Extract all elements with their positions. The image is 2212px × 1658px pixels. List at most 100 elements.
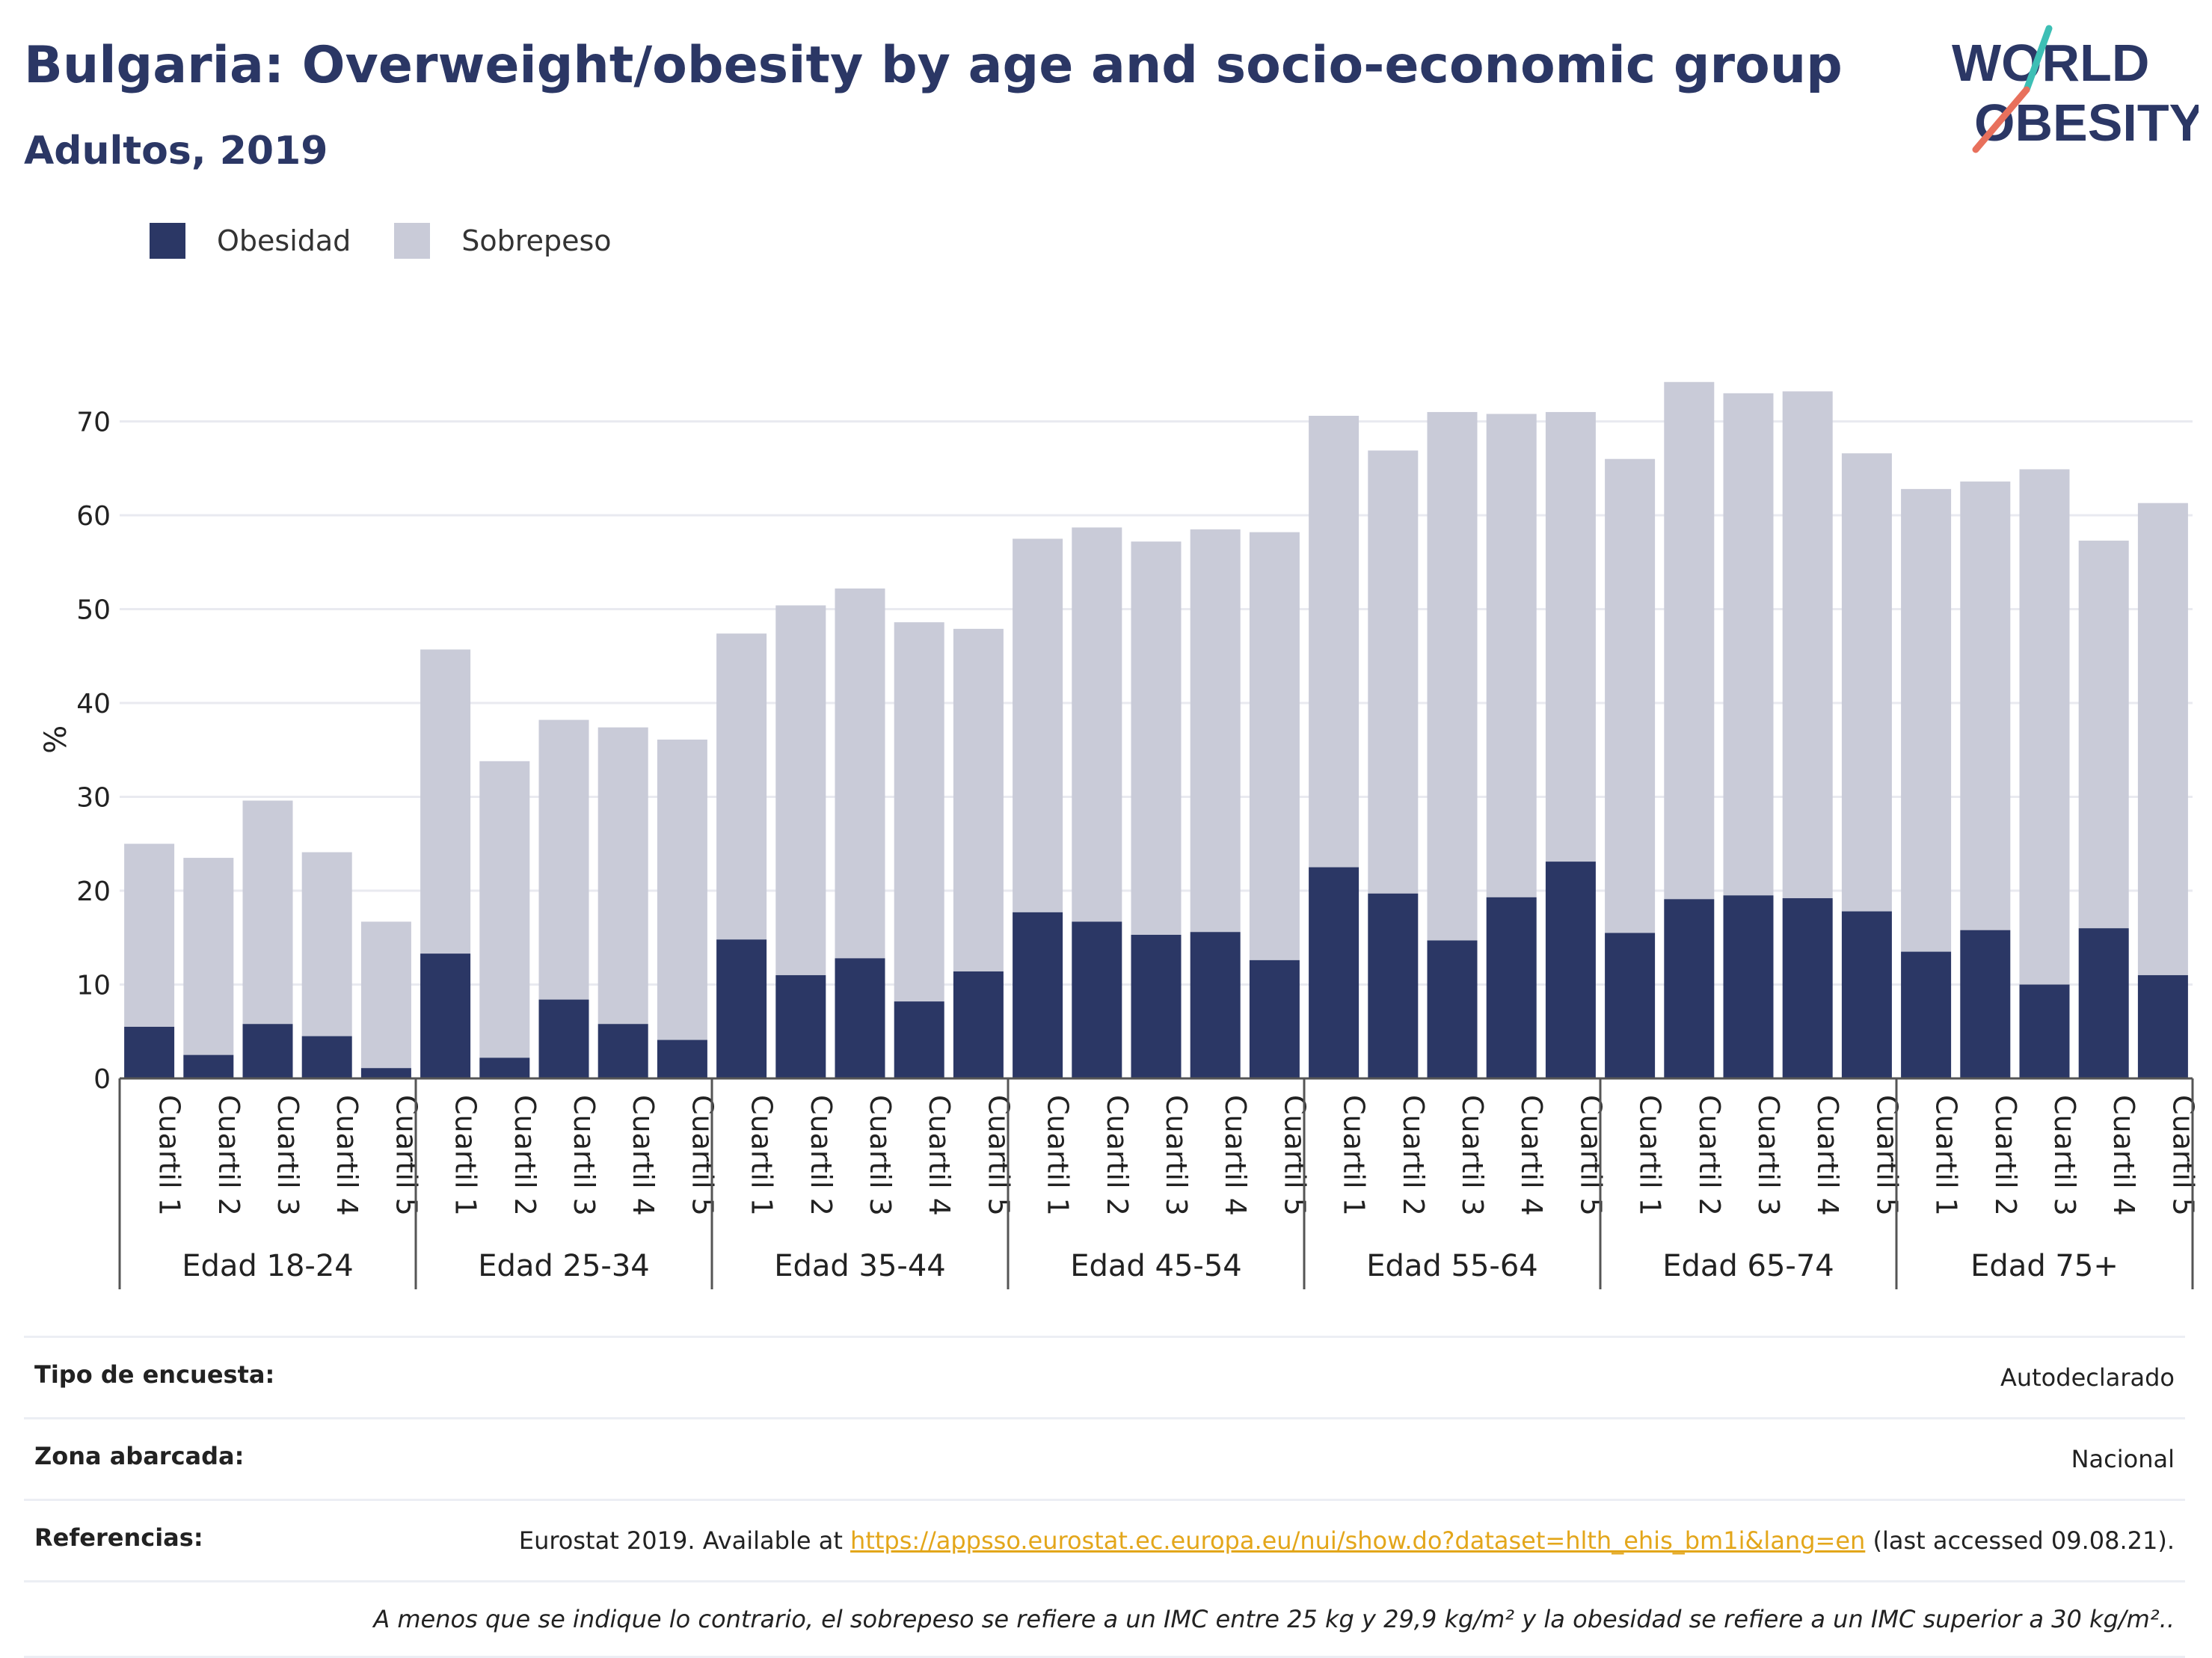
bar-obesity — [597, 1024, 648, 1078]
y-tick-label: 50 — [76, 595, 111, 626]
bar-overweight — [835, 588, 885, 959]
x-tick-label: Cuartil 4 — [1219, 1095, 1252, 1216]
x-tick-label: Cuartil 5 — [982, 1095, 1015, 1216]
bar-obesity — [183, 1054, 234, 1078]
bar-overweight — [1960, 481, 2011, 930]
x-tick-label: Cuartil 2 — [1693, 1095, 1726, 1216]
x-tick-label: Cuartil 4 — [1811, 1095, 1844, 1216]
bar-overweight — [360, 921, 411, 1069]
bar-obesity — [479, 1057, 530, 1078]
x-tick-label: Cuartil 5 — [686, 1095, 719, 1216]
x-tick-label: Cuartil 3 — [1160, 1095, 1193, 1216]
bar-obesity — [1545, 862, 1596, 1078]
bar-overweight — [1013, 538, 1063, 912]
bar-overweight — [1901, 488, 1952, 952]
bar-overweight — [1190, 529, 1241, 933]
bar-obesity — [1427, 940, 1478, 1078]
bar-overweight — [1723, 393, 1774, 896]
bar-obesity — [894, 1001, 944, 1078]
group-label: Edad 65-74 — [1662, 1249, 1834, 1283]
bar-overweight — [894, 622, 944, 1002]
y-tick-label: 20 — [76, 876, 111, 907]
bar-overweight — [1605, 458, 1656, 933]
group-label: Edad 55-64 — [1366, 1249, 1538, 1283]
bar-overweight — [1309, 415, 1360, 868]
references-suffix: (last accessed 09.08.21). — [1865, 1526, 2175, 1555]
references-link[interactable]: https://appsso.eurostat.ec.europa.eu/nui… — [850, 1526, 1866, 1555]
x-tick-label: Cuartil 5 — [1574, 1095, 1607, 1216]
legend-label-overweight: Sobrepeso — [461, 224, 612, 257]
bar-overweight — [1072, 527, 1122, 922]
bar-obesity — [1605, 933, 1656, 1078]
stacked-bar-chart: 0 10 20 30 40 50 60 70% Cuartil 1 Cuartil 2 Cuarti… — [39, 381, 2199, 1289]
x-tick-label: Cuartil 2 — [805, 1095, 838, 1216]
bar-obesity — [1190, 932, 1241, 1078]
bar-obesity — [657, 1040, 707, 1078]
legend-item-overweight: Sobrepeso — [394, 223, 612, 259]
bar-overweight — [1131, 541, 1182, 935]
legend-swatch-overweight — [394, 223, 431, 259]
x-tick-label: Cuartil 3 — [1752, 1095, 1785, 1216]
x-tick-label: Cuartil 1 — [1930, 1095, 1963, 1216]
logo-line-1: WORLD — [1952, 34, 2149, 92]
x-tick-label: Cuartil 1 — [1042, 1095, 1075, 1216]
x-tick-label: Cuartil 2 — [1397, 1095, 1430, 1216]
bar-overweight — [242, 800, 293, 1025]
survey-type-value: Autodeclarado — [2000, 1363, 2175, 1392]
legend-label-obesity: Obesidad — [217, 224, 351, 257]
chart-legend: Obesidad Sobrepeso — [150, 223, 655, 259]
bar-obesity — [716, 939, 767, 1078]
bar-overweight — [301, 852, 352, 1037]
references-value: Eurostat 2019. Available at https://apps… — [423, 1523, 2175, 1558]
x-tick-label: Cuartil 5 — [390, 1095, 423, 1216]
bar-overweight — [2019, 469, 2070, 985]
x-tick-label: Cuartil 5 — [2166, 1095, 2199, 1216]
bar-overweight — [597, 727, 648, 1025]
bar-overweight — [1249, 532, 1300, 960]
bar-overweight — [183, 858, 234, 1055]
x-tick-label: Cuartil 1 — [746, 1095, 778, 1216]
x-tick-label: Cuartil 2 — [212, 1095, 245, 1216]
y-tick-label: 70 — [76, 408, 111, 438]
bar-overweight — [2078, 540, 2129, 929]
x-tick-label: Cuartil 5 — [1870, 1095, 1903, 1216]
group-label: Edad 75+ — [1970, 1249, 2119, 1283]
x-tick-label: Cuartil 1 — [1634, 1095, 1667, 1216]
world-obesity-logo-svg: WORLD OBESITY — [1952, 25, 2204, 153]
y-tick-label: 10 — [76, 971, 111, 1001]
y-tick-label: 30 — [76, 783, 111, 814]
bar-overweight — [2137, 503, 2188, 975]
x-tick-label: Cuartil 4 — [923, 1095, 956, 1216]
bar-overweight — [538, 719, 589, 1000]
y-tick-label: 0 — [93, 1064, 111, 1095]
bar-overweight — [124, 844, 175, 1027]
x-tick-label: Cuartil 3 — [2048, 1095, 2081, 1216]
coverage-area-value: Nacional — [2071, 1445, 2175, 1473]
x-tick-label: Cuartil 1 — [449, 1095, 482, 1216]
bar-overweight — [479, 761, 530, 1058]
bar-overweight — [1368, 450, 1419, 894]
info-row-area: Zona abarcada: Nacional — [24, 1417, 2185, 1499]
bar-obesity — [1960, 930, 2011, 1078]
x-tick-label: Cuartil 4 — [627, 1095, 660, 1216]
coverage-area-label: Zona abarcada: — [34, 1442, 245, 1470]
bar-obesity — [1723, 895, 1774, 1078]
group-label: Edad 35-44 — [774, 1249, 946, 1283]
x-tick-label: Cuartil 4 — [2107, 1095, 2140, 1216]
bar-obesity — [1072, 921, 1122, 1078]
logo-slash-teal — [2023, 25, 2053, 93]
info-row-survey: Tipo de encuesta: Autodeclarado — [24, 1336, 2185, 1417]
x-tick-label: Cuartil 2 — [509, 1095, 541, 1216]
bar-obesity — [1841, 911, 1892, 1078]
bar-overweight — [775, 605, 826, 975]
bar-obesity — [1901, 951, 1952, 1078]
bar-obesity — [242, 1024, 293, 1078]
x-tick-label: Cuartil 1 — [1338, 1095, 1371, 1216]
bar-obesity — [1664, 899, 1715, 1078]
bar-obesity — [1131, 934, 1182, 1078]
bar-obesity — [1013, 912, 1063, 1078]
x-tick-label: Cuartil 2 — [1989, 1095, 2022, 1216]
x-tick-label: Cuartil 4 — [331, 1095, 363, 1216]
legend-item-obesity: Obesidad — [150, 223, 351, 259]
legend-swatch-obesity — [150, 223, 185, 259]
